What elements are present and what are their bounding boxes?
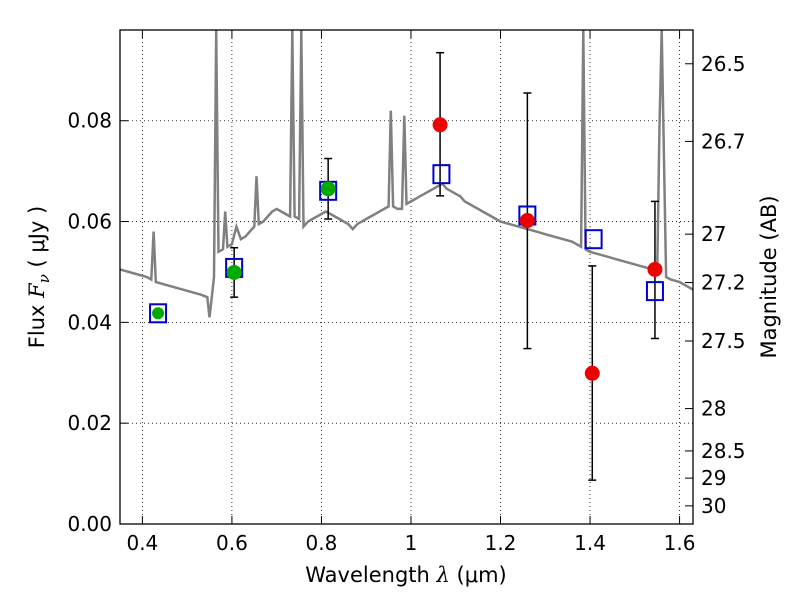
y-ticks: 0.00 0.02 0.04 0.06 0.08 — [67, 109, 128, 536]
y-tick-label: 0.06 — [67, 210, 112, 234]
x-tick-label: 0.6 — [216, 531, 248, 555]
observed-point-green — [226, 264, 242, 280]
y-tick-label: 0.00 — [67, 512, 112, 536]
y2-tick-label: 27.2 — [701, 271, 746, 295]
y2-tick-label: 28 — [701, 397, 726, 421]
x-tick-label: 1.2 — [485, 531, 517, 555]
y2-tick-label: 29 — [701, 466, 726, 490]
x-tick-label: 1.6 — [664, 531, 696, 555]
y2-tick-label: 26.5 — [701, 52, 746, 76]
model-magnitude-square — [584, 229, 603, 250]
y2-ticks: 26.5 26.7 27 27.2 27.5 28 28.5 29 30 — [685, 52, 746, 518]
model-magnitude-square — [432, 164, 451, 185]
y2-tick-label: 30 — [701, 494, 726, 518]
x-ticks: 0.4 0.6 0.8 1 1.2 1.4 1.6 — [126, 30, 695, 555]
observed-point-red — [432, 117, 448, 133]
x-axis-label: Wavelength λ (μm) — [305, 563, 506, 587]
grid-lines — [120, 30, 693, 525]
y2-axis-label: Magnitude (AB) — [757, 195, 781, 358]
y-tick-label: 0.02 — [67, 411, 112, 435]
y-tick-label: 0.08 — [67, 109, 112, 133]
spectrum-group — [119, 29, 694, 318]
observed-point-green — [152, 307, 165, 320]
observed-point-red — [647, 261, 663, 277]
x-tick-label: 1.4 — [574, 531, 606, 555]
y2-tick-label: 27.5 — [701, 329, 746, 353]
observed-points — [152, 117, 663, 381]
y2-tick-label: 26.7 — [701, 129, 746, 153]
observed-point-green — [320, 181, 336, 197]
observed-point-red — [519, 213, 535, 229]
observed-point-red — [584, 365, 600, 381]
x-tick-label: 0.4 — [126, 531, 158, 555]
plot-frame — [119, 29, 694, 525]
model-spectrum-line — [119, 29, 694, 318]
y-tick-label: 0.04 — [67, 310, 112, 334]
model-magnitude-square — [645, 281, 664, 302]
y2-tick-label: 28.5 — [701, 439, 746, 463]
model-magnitude-square — [149, 303, 168, 324]
y-axis-label: Flux Fν ( μJy ) — [25, 206, 53, 348]
x-tick-label: 1 — [405, 531, 418, 555]
y2-tick-label: 27 — [701, 222, 726, 246]
x-tick-label: 0.8 — [306, 531, 338, 555]
